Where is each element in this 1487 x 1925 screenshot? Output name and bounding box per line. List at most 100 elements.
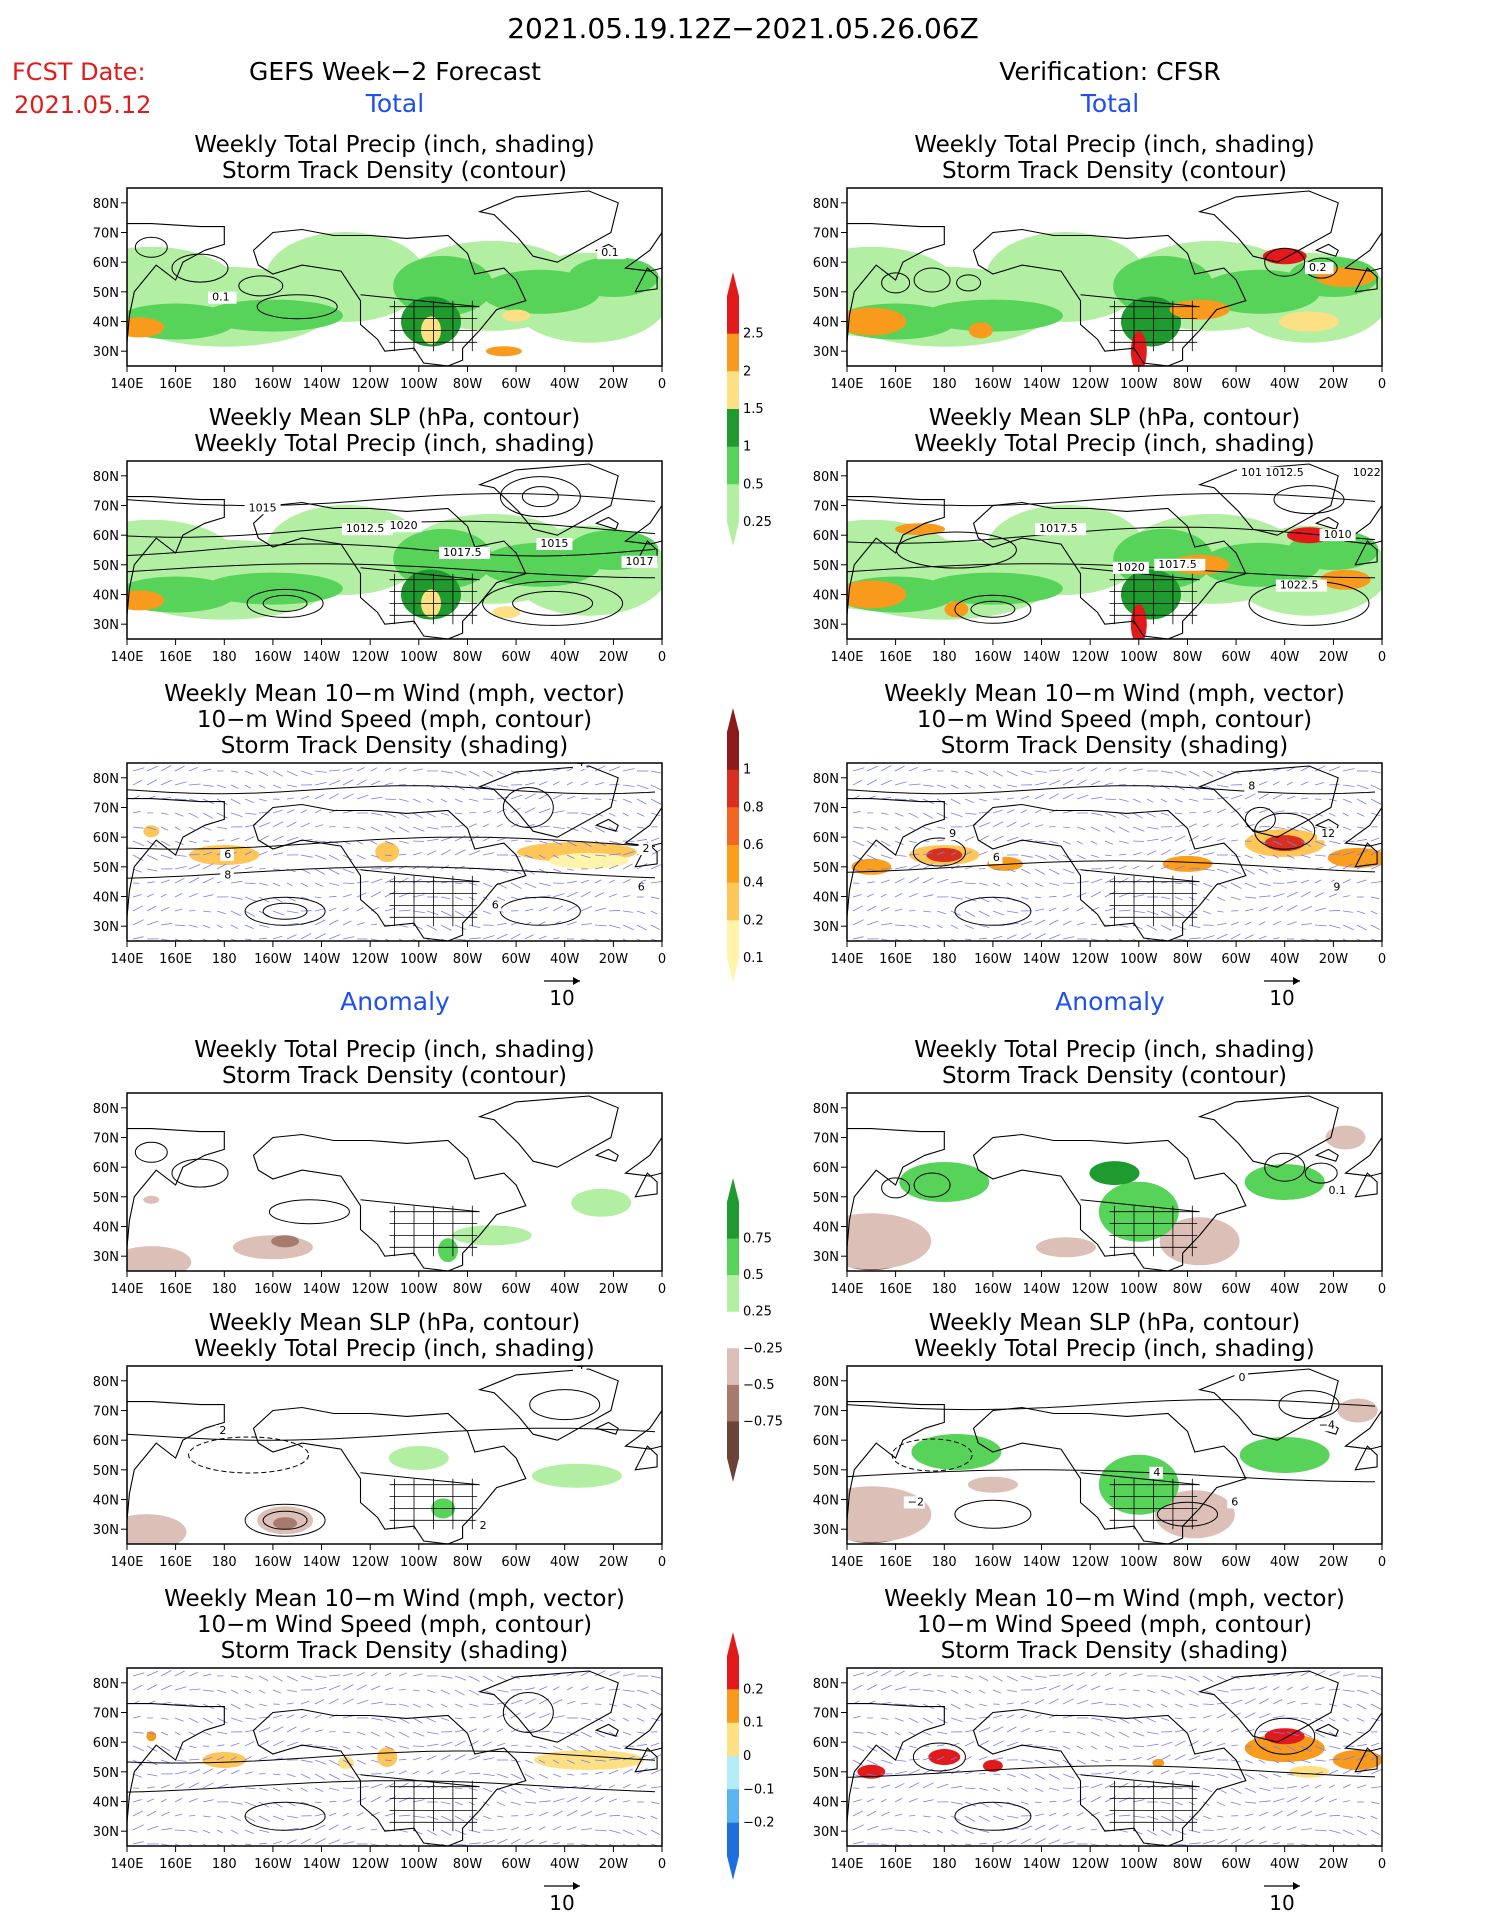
contour-line (970, 600, 1016, 618)
wind-vector (384, 907, 396, 912)
wind-vector (454, 1740, 466, 1747)
wind-vector (636, 924, 647, 931)
wind-vector (1328, 893, 1338, 898)
wind-vector (552, 1810, 564, 1817)
wind-vector (538, 1675, 546, 1677)
wind-vector (1006, 934, 1017, 940)
wind-vector (412, 840, 425, 842)
wind-vector (384, 1796, 396, 1803)
wind-vector (356, 1827, 365, 1831)
wind-vector (650, 863, 662, 870)
wind-vector (328, 769, 341, 772)
colorbar-swatch (727, 296, 739, 335)
wind-vector (1300, 854, 1311, 859)
wind-vector (244, 1703, 255, 1709)
wind-vector (894, 1703, 907, 1705)
wind-vector (908, 877, 920, 884)
wind-vector (384, 1717, 397, 1723)
wind-vector (356, 826, 366, 831)
wind-vector (1132, 865, 1139, 870)
total-storm-colorbar: 10.80.60.40.20.1 (727, 708, 764, 982)
wind-vector (146, 1798, 154, 1803)
wind-vector (1104, 877, 1116, 884)
wind-vector (1202, 935, 1215, 940)
wind-vector (866, 1684, 878, 1691)
wind-vector (454, 1675, 467, 1681)
panel-title: Storm Track Density (shading) (941, 1638, 1288, 1664)
wind-vector (132, 868, 142, 873)
wind-vector (636, 910, 646, 915)
wind-vector (1188, 1787, 1198, 1791)
wind-vector (978, 798, 987, 802)
wind-vector (174, 765, 185, 772)
wind-vector (922, 1673, 932, 1677)
lat-tick-label: 70N (813, 500, 839, 515)
wind-vector (1160, 770, 1173, 774)
lat-tick-label: 70N (93, 500, 119, 515)
wind-vector (538, 1773, 549, 1779)
wind-vector (202, 1843, 208, 1846)
wind-vector (1090, 767, 1098, 772)
wind-vector (1230, 1801, 1241, 1806)
wind-vector (454, 924, 467, 930)
wind-vector (146, 1745, 158, 1752)
wind-vector (468, 798, 479, 802)
wind-vector (384, 798, 397, 800)
lon-tick-label: 40W (1270, 1282, 1300, 1297)
wind-vector (412, 812, 423, 819)
wind-vector (538, 921, 546, 926)
wind-vector (636, 826, 645, 829)
wind-vector (314, 1801, 322, 1804)
wind-vector (146, 840, 158, 847)
wind-vector (230, 837, 240, 842)
colorbar-swatch (727, 1722, 739, 1757)
wind-vector (188, 938, 194, 941)
wind-vector (1090, 891, 1102, 898)
wind-vector (1356, 812, 1365, 817)
lon-tick-label: 140E (110, 1857, 143, 1872)
wind-vector (314, 824, 324, 828)
colorbar-swatch (727, 1421, 739, 1459)
wind-vector (258, 1773, 266, 1775)
lon-tick-label: 20W (1319, 1555, 1349, 1570)
wind-vector (188, 840, 197, 844)
wind-vector (496, 1801, 506, 1807)
contour-line (912, 1742, 966, 1772)
wind-vector (538, 825, 550, 828)
wind-vector (650, 798, 662, 805)
wind-vector (328, 907, 337, 912)
wind-vector (342, 1684, 354, 1691)
contour-label: 1017.5 (1158, 558, 1197, 571)
panel-title: 10−m Wind Speed (mph, contour) (197, 707, 592, 733)
wind-vector (1188, 1675, 1200, 1682)
right-anomaly-heading: Anomaly (1055, 987, 1165, 1016)
wind-vector (964, 1787, 976, 1789)
wind-vector (482, 1728, 490, 1733)
wind-vector (524, 1801, 537, 1804)
wind-vector (160, 840, 171, 847)
wind-vector (174, 893, 183, 898)
wind-vector (482, 1801, 490, 1806)
lon-tick-label: 160W (974, 1555, 1012, 1570)
wind-vector (880, 812, 889, 815)
wind-vector (1328, 766, 1341, 772)
wind-vector (1356, 910, 1366, 915)
wind-vector (1104, 767, 1112, 772)
wind-vector (1104, 1796, 1116, 1803)
wind-vector (412, 1717, 423, 1724)
wind-vector (1370, 1786, 1382, 1789)
wind-vector (398, 1689, 406, 1691)
wind-vector (384, 877, 396, 884)
wind-vector (1146, 826, 1159, 830)
wind-vector (1076, 907, 1084, 912)
wind-vector (482, 882, 493, 888)
lon-tick-label: 140E (830, 377, 863, 392)
lat-tick-label: 80N (813, 470, 839, 485)
contour-line (912, 837, 966, 867)
lat-tick-label: 30N (813, 345, 839, 360)
wind-vector (894, 908, 903, 912)
wind-vector (1146, 1829, 1158, 1836)
wind-vector (454, 910, 465, 917)
wind-vector (524, 1712, 536, 1719)
wind-vector (1216, 1828, 1227, 1831)
